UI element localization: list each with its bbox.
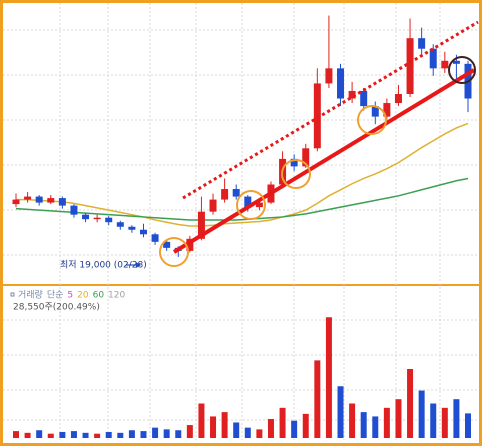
volume-bar (314, 360, 321, 438)
volume-bar (47, 433, 54, 438)
volume-bar (325, 317, 332, 438)
volume-bar (186, 425, 193, 438)
volume-bar (244, 427, 251, 438)
volume-bar (302, 413, 309, 438)
volume-bar (407, 369, 414, 438)
volume-bar (267, 419, 274, 438)
volume-bar (441, 407, 448, 438)
candle-body (209, 199, 217, 212)
candle-body (418, 38, 426, 49)
volume-bar (233, 422, 240, 438)
candle-body (255, 202, 263, 208)
volume-bar (453, 399, 460, 438)
volume-bar (337, 386, 344, 438)
candle-body (406, 38, 414, 94)
legend-entry: 거래량 (18, 289, 43, 301)
volume-bar (94, 433, 101, 438)
volume-bar (418, 390, 425, 438)
candle-body (441, 60, 449, 69)
volume-bar (140, 431, 147, 438)
volume-bar (82, 432, 89, 438)
volume-bar (360, 412, 367, 438)
candle-body (290, 158, 298, 167)
volume-bar (59, 431, 66, 438)
candle-body (47, 198, 55, 203)
legend-entry: 60 (93, 291, 105, 301)
volume-bar (430, 403, 437, 438)
candle-body (35, 196, 43, 203)
candle-body (232, 189, 240, 197)
candle-body (360, 90, 368, 107)
volume-annotation: 28,550주(200.49%) (13, 302, 100, 313)
legend-entry: 120 (108, 291, 125, 301)
candle-body (82, 214, 90, 220)
candle-body (337, 68, 345, 99)
volume-bar (395, 399, 402, 438)
candle-body (221, 189, 229, 200)
candle-body (302, 148, 310, 167)
candle-body (244, 196, 252, 208)
candle-body (452, 60, 460, 64)
volume-bar (210, 416, 217, 438)
candle-body (105, 217, 113, 223)
legend-entry: 단순 (47, 290, 64, 301)
volume-bar (198, 403, 205, 438)
legend-entry: 20 (77, 291, 89, 301)
candle-body (348, 90, 356, 99)
volume-bar (256, 429, 263, 438)
legend-icon (10, 292, 15, 297)
candle-body (197, 211, 205, 239)
volume-bar (117, 432, 124, 438)
candle-body (429, 48, 437, 69)
volume-bar (372, 416, 379, 438)
volume-bar (152, 427, 159, 438)
volume-bar (221, 412, 228, 438)
candle-body (163, 241, 171, 248)
candle-body (12, 199, 20, 205)
candle-body (116, 222, 124, 227)
volume-panel (13, 317, 471, 438)
volume-bar (24, 432, 31, 438)
candle-body (186, 238, 194, 251)
candle-body (70, 205, 78, 215)
moving-average (16, 122, 469, 227)
candle-body (383, 103, 391, 117)
candle-body (313, 83, 321, 149)
volume-bar (175, 430, 182, 438)
low-annotation: 최저 19,000 (02/28) (60, 260, 147, 271)
candle-body (58, 198, 66, 206)
candle-body (151, 234, 159, 242)
volume-bar (383, 407, 390, 438)
volume-bar (13, 431, 19, 438)
trend-annotations (126, 20, 479, 268)
candle-body (24, 196, 32, 200)
candle-body (128, 226, 136, 230)
volume-bar (291, 420, 298, 438)
candle-body (325, 68, 333, 84)
volume-bar (349, 403, 356, 438)
volume-bar (128, 430, 135, 438)
candle-body (371, 106, 379, 117)
moving-average (15, 177, 469, 221)
candle-body (139, 229, 147, 235)
volume-bar (279, 407, 286, 438)
candle-body (93, 217, 101, 220)
volume-bar (36, 430, 43, 438)
volume-bar (465, 413, 471, 438)
volume-bar (163, 429, 170, 438)
candle-body (394, 93, 402, 104)
volume-bar (105, 431, 112, 438)
legend-entry: 5 (67, 291, 73, 301)
volume-bar (70, 431, 77, 438)
